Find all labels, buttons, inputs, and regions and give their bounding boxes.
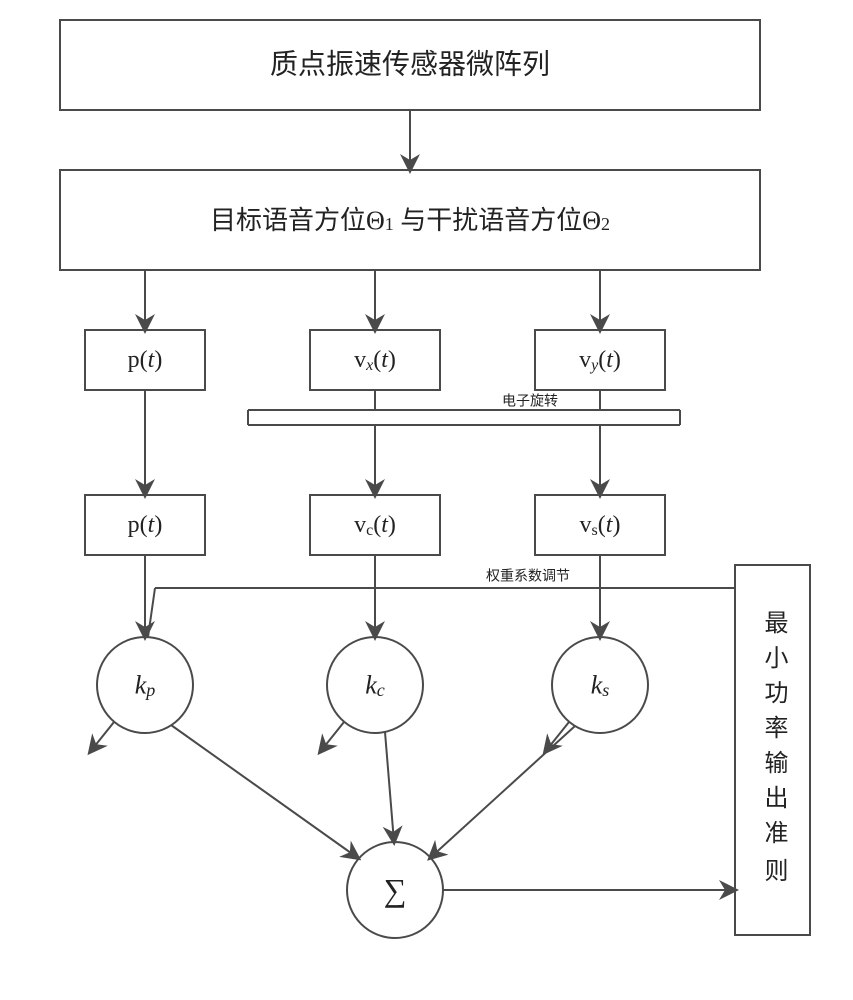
- kc-label: kc: [365, 671, 385, 701]
- vs-label: vs(t): [580, 512, 621, 539]
- azimuth-label: 目标语音方位Θ1 与干扰语音方位Θ2: [210, 206, 610, 235]
- ks-out: [545, 722, 569, 752]
- weight-to-kp: [148, 588, 155, 637]
- kp-sum: [171, 725, 358, 858]
- criterion-label: 最 小 功 率 输 出 准 则: [760, 610, 788, 882]
- kp-out: [90, 722, 114, 752]
- ks-label: ks: [591, 671, 610, 701]
- ks-sum: [430, 726, 575, 858]
- vx-label: vx(t): [354, 347, 396, 374]
- pt-label-1: p(t): [128, 347, 163, 373]
- kc-out: [320, 722, 344, 752]
- kc-sum: [385, 732, 394, 842]
- vy-label: vy(t): [579, 347, 621, 374]
- kp-label: kp: [135, 671, 156, 701]
- vc-label: vc(t): [354, 512, 396, 539]
- rotation-label: 电子旋转: [502, 394, 558, 410]
- weight-label: 权重系数调节: [486, 569, 570, 585]
- pt-label-2: p(t): [128, 512, 163, 538]
- sum-label: ∑: [384, 872, 407, 908]
- sensor-array-label: 质点振速传感器微阵列: [270, 49, 550, 81]
